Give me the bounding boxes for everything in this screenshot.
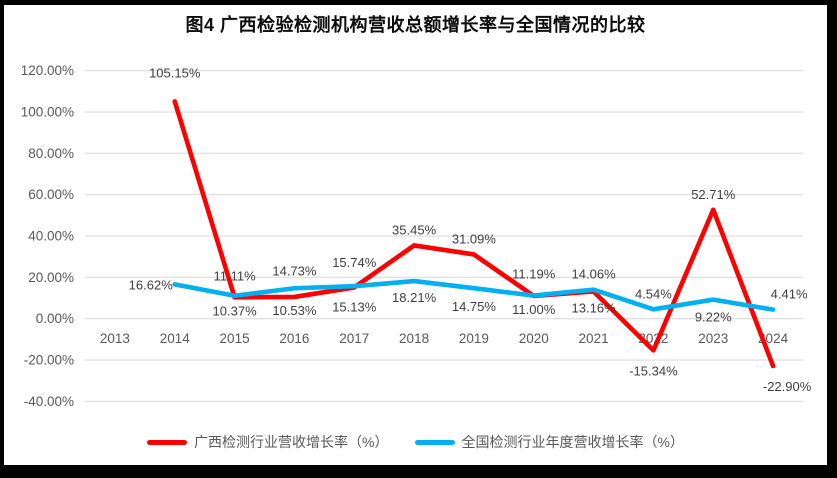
data-label-national: 11.19% xyxy=(512,267,556,282)
legend-item-national: 全国检测行业年度营收增长率（%） xyxy=(414,432,684,452)
x-axis-label: 2020 xyxy=(519,331,549,346)
data-label-national: 9.22% xyxy=(695,310,732,325)
series-line-guangxi xyxy=(172,99,776,369)
data-label-guangxi: 11.00% xyxy=(512,302,556,317)
chart-title: 图4 广西检验检测机构营收总额增长率与全国情况的比较 xyxy=(185,15,646,35)
data-label-guangxi: 105.15% xyxy=(149,65,201,80)
series-line-national xyxy=(172,278,776,312)
legend-item-guangxi: 广西检测行业营收增长率（%） xyxy=(147,432,389,452)
x-axis-label: 2019 xyxy=(459,331,489,346)
data-label-guangxi: -22.90% xyxy=(763,379,812,394)
data-label-guangxi: 52.71% xyxy=(691,187,736,202)
x-axis-label: 2021 xyxy=(579,331,609,346)
data-label-guangxi: 15.13% xyxy=(332,299,377,314)
legend-label-guangxi: 广西检测行业营收增长率（%） xyxy=(194,434,389,450)
data-label-guangxi: 35.45% xyxy=(392,222,437,237)
chart-canvas: 图4 广西检验检测机构营收总额增长率与全国情况的比较 -40.00% -20.00… xyxy=(4,5,827,465)
y-axis-tick-label: 120.00% xyxy=(21,63,74,78)
x-axis-label: 2017 xyxy=(339,331,369,346)
x-axis-label: 2014 xyxy=(160,331,191,346)
data-label-guangxi: 10.37% xyxy=(213,303,258,318)
data-label-national: 14.73% xyxy=(272,263,317,278)
y-axis-tick-label: 40.00% xyxy=(28,229,74,244)
legend-label-national: 全国检测行业年度营收增长率（%） xyxy=(461,434,684,450)
line-chart: -40.00% -20.00% 0.00% 20.00% 40.00% 60.00% 80.… xyxy=(21,63,812,409)
chart-legend: 广西检测行业营收增长率（%） 全国检测行业年度营收增长率（%） xyxy=(4,432,827,452)
legend-marker-guangxi-icon xyxy=(147,439,188,445)
data-label-national: 16.62% xyxy=(129,277,174,292)
y-axis-tick-label: 0.00% xyxy=(36,311,74,326)
data-label-national: 14.06% xyxy=(572,267,617,282)
y-axis-tick-label: 100.00% xyxy=(21,105,74,120)
data-label-national: 4.41% xyxy=(771,287,808,302)
x-axis-label: 2013 xyxy=(100,331,130,346)
y-axis-tick-label: 80.00% xyxy=(28,146,74,161)
data-label-national: 15.74% xyxy=(332,255,377,270)
data-label-national: 14.75% xyxy=(452,299,497,314)
data-label-national: 4.54% xyxy=(635,286,672,301)
y-axis-tick-label: 60.00% xyxy=(28,187,74,202)
x-axis-label: 2023 xyxy=(698,331,728,346)
x-axis-label: 2016 xyxy=(279,331,309,346)
y-axis-tick-label: 20.00% xyxy=(28,270,74,285)
legend-marker-national-icon xyxy=(414,439,455,445)
y-axis-tick-label: -20.00% xyxy=(24,353,74,368)
x-axis-label: 2015 xyxy=(220,331,250,346)
x-axis-label: 2018 xyxy=(399,331,429,346)
data-label-national: 18.21% xyxy=(392,290,437,305)
data-label-guangxi: -15.34% xyxy=(629,363,678,378)
data-label-guangxi: 13.16% xyxy=(572,301,617,316)
data-label-guangxi: 10.53% xyxy=(272,303,317,318)
data-label-guangxi: 31.09% xyxy=(452,231,497,246)
data-label-national: 11.11% xyxy=(213,269,256,284)
y-axis-tick-label: -40.00% xyxy=(24,394,74,409)
